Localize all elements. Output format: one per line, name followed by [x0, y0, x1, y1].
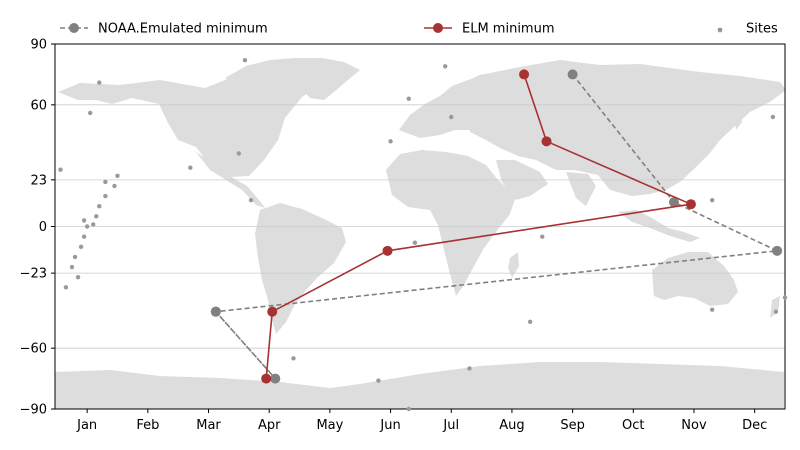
series-1-point-0	[261, 373, 272, 384]
site-point-6	[84, 224, 90, 229]
series-0-point-3	[772, 245, 783, 256]
y-tick-label-1: 60	[30, 98, 47, 113]
series-0-point-5	[567, 69, 578, 80]
site-point-1	[63, 285, 69, 290]
site-point-15	[81, 234, 87, 239]
site-point-7	[91, 222, 96, 227]
x-tick-label-3: Apr	[258, 418, 281, 433]
series-1-point-2	[382, 245, 393, 256]
axes: 90 60 23 0 −23 −60 −90 Jan Feb Mar Apr May Jun Jul Aug…	[20, 38, 786, 433]
series-1-point-3	[685, 199, 696, 210]
series-0-point-4	[668, 197, 679, 208]
legend-label-sites: Sites	[746, 22, 778, 37]
y-tick-label-0: 90	[30, 38, 47, 53]
site-point-2	[69, 264, 75, 270]
series-1-point-4	[541, 136, 552, 147]
sites-layer	[58, 58, 788, 412]
site-point-31	[291, 356, 296, 361]
site-point-12	[115, 173, 120, 179]
x-tick-label-9: Oct	[622, 418, 644, 433]
site-point-11	[112, 183, 117, 189]
site-point-22	[388, 139, 393, 144]
legend: NOAA.Emulated minimum ELM minimum Sites	[60, 22, 778, 37]
site-point-10	[103, 193, 108, 199]
site-point-23	[406, 96, 411, 101]
series-0-point-1	[270, 373, 281, 384]
site-point-14	[78, 244, 84, 249]
site-point-29	[527, 319, 533, 325]
site-point-21	[242, 58, 248, 63]
y-tick-label-5: −60	[20, 342, 47, 357]
site-point-3	[75, 274, 81, 280]
site-point-0	[58, 167, 63, 172]
site-point-20	[248, 197, 254, 203]
legend-label-0: NOAA.Emulated minimum	[98, 22, 268, 37]
series-1-point-1	[267, 306, 278, 317]
legend-marker-0	[69, 23, 79, 33]
site-point-34	[709, 307, 715, 312]
y-tick-label-4: −23	[20, 267, 47, 282]
x-tick-label-7: Aug	[499, 418, 524, 433]
site-point-33	[709, 197, 715, 203]
site-point-26	[412, 240, 418, 245]
x-tick-label-5: Jun	[379, 418, 400, 433]
series-line-0	[214, 73, 781, 380]
series-layer	[210, 69, 783, 384]
site-point-18	[188, 165, 193, 170]
y-tick-label-2: 23	[30, 173, 47, 188]
site-point-27	[540, 234, 545, 239]
site-point-16	[97, 80, 102, 85]
site-point-28	[467, 366, 472, 371]
site-point-32	[406, 406, 411, 412]
site-point-9	[97, 204, 102, 209]
site-point-35	[770, 114, 776, 120]
world-map-background	[55, 58, 786, 409]
site-point-36	[773, 309, 779, 314]
x-tick-label-2: Mar	[196, 418, 221, 433]
site-point-5	[81, 218, 87, 223]
site-point-24	[449, 114, 454, 120]
legend-marker-1	[433, 23, 443, 33]
x-tick-label-11: Dec	[742, 418, 767, 433]
site-point-25	[442, 64, 448, 69]
site-point-19	[236, 151, 242, 156]
x-tick-label-1: Feb	[136, 418, 159, 433]
x-tick-label-4: May	[316, 418, 343, 433]
site-point-4	[72, 254, 78, 260]
site-point-37	[782, 295, 788, 300]
legend-marker-sites	[717, 27, 723, 33]
legend-label-1: ELM minimum	[462, 22, 555, 37]
x-tick-label-10: Nov	[681, 418, 707, 433]
site-point-13	[103, 179, 108, 185]
x-tick-label-0: Jan	[76, 418, 97, 433]
x-tick-label-8: Sep	[560, 418, 585, 433]
series-0-point-2	[210, 306, 221, 317]
site-point-17	[87, 110, 93, 116]
y-tick-label-6: −90	[20, 403, 47, 418]
series-line-1	[265, 74, 694, 379]
y-tick-label-3: 0	[39, 220, 47, 235]
site-point-30	[376, 378, 381, 383]
site-point-8	[94, 214, 99, 219]
x-tick-label-6: Jul	[442, 418, 459, 433]
series-1-point-5	[519, 69, 530, 80]
